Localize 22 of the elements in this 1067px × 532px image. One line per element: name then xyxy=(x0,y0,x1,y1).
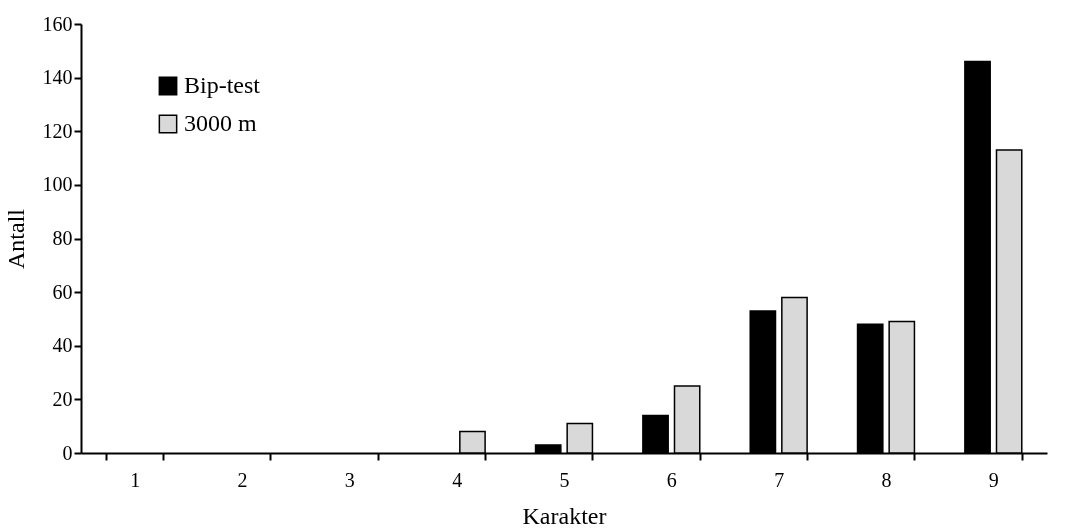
y-axis-title: Antall xyxy=(2,208,29,269)
x-tick-label: 5 xyxy=(559,468,570,491)
y-tick-label: 80 xyxy=(52,227,73,249)
y-tick-label: 100 xyxy=(42,173,73,196)
x-tick-label: 2 xyxy=(237,468,248,491)
x-tick-label: 8 xyxy=(881,468,892,491)
x-tick-label: 4 xyxy=(452,468,463,491)
legend-label: Bip-test xyxy=(184,72,261,98)
y-tick-label: 0 xyxy=(62,441,73,464)
legend-label: 3000 m xyxy=(184,110,257,136)
x-axis-title: Karakter xyxy=(522,502,607,529)
y-tick-label: 120 xyxy=(42,119,73,142)
x-tick-label: 3 xyxy=(344,468,355,491)
y-tick-label: 40 xyxy=(52,334,73,357)
y-tick-label: 60 xyxy=(52,280,73,303)
y-tick-label: 160 xyxy=(42,12,73,35)
x-tick-label: 6 xyxy=(666,468,677,491)
x-tick-label: 9 xyxy=(988,468,999,491)
x-tick-label: 7 xyxy=(774,468,785,491)
y-tick-label: 20 xyxy=(52,387,73,410)
x-tick-label: 1 xyxy=(130,468,141,491)
y-tick-label: 140 xyxy=(42,66,73,89)
